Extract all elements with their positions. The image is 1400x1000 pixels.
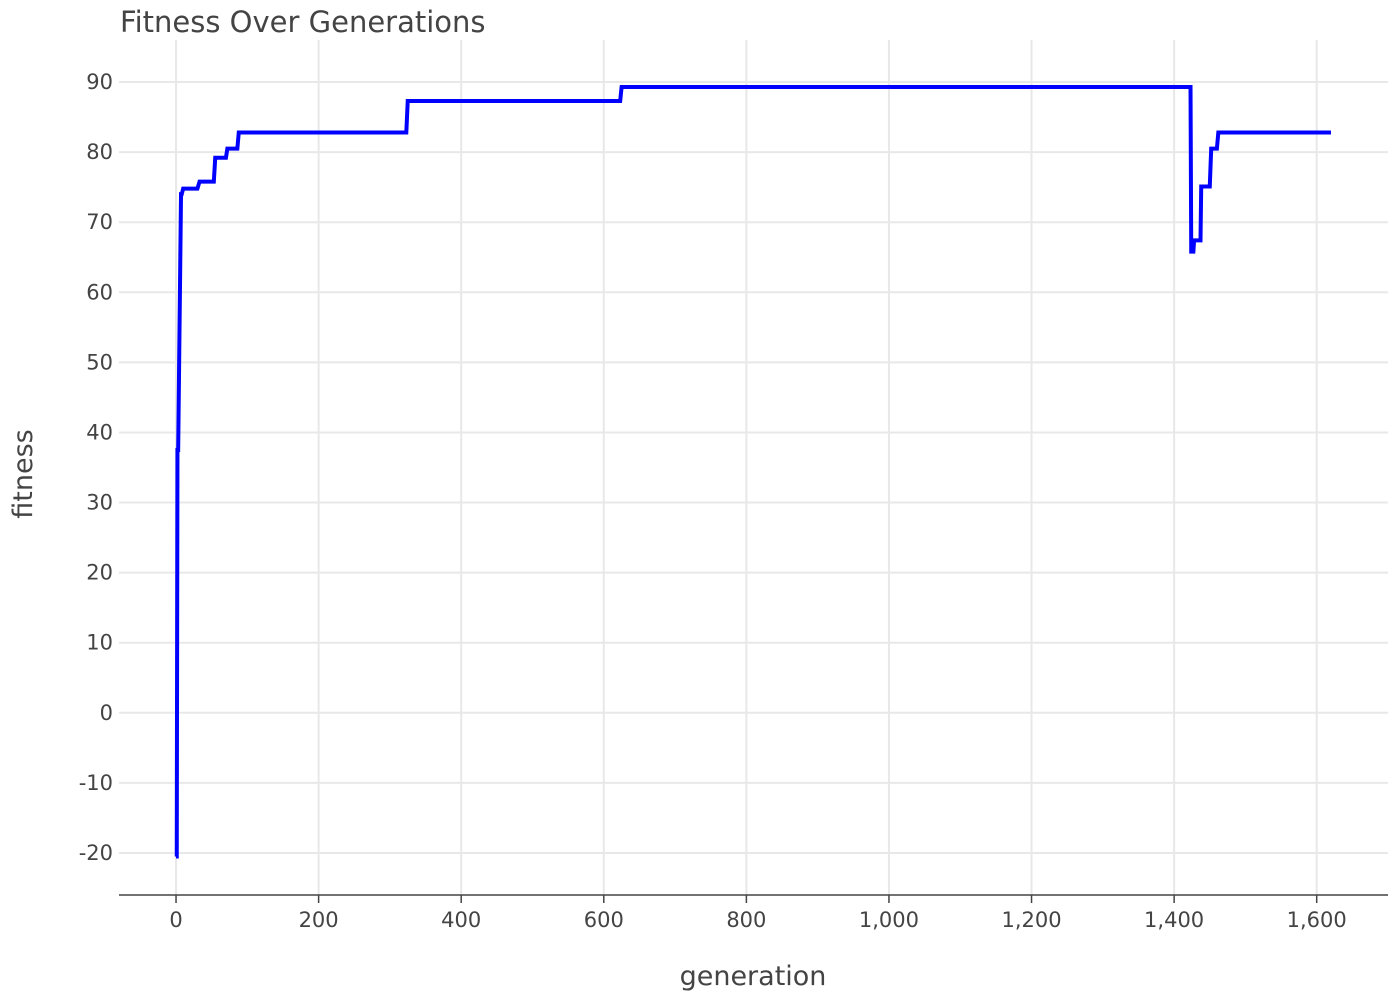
chart-title: Fitness Over Generations [120,5,486,39]
x-axis-title: generation [680,961,827,992]
y-axis-ticks: -20 -10 0 10 20 30 40 50 60 70 80 90 [79,70,113,865]
y-tick-label: -20 [79,841,113,865]
series-layer [174,84,1331,859]
x-tick-label: 1,600 [1287,908,1347,932]
y-tick-label: 80 [86,140,113,164]
x-tick-label: 1,400 [1144,908,1204,932]
x-axis-ticks: 0 200 400 600 800 1,000 1,200 1,400 1,600 [169,895,1347,932]
y-tick-label: 20 [86,561,113,585]
x-tick-label: 1,200 [1001,908,1061,932]
y-tick-label: 50 [86,350,113,374]
y-gridlines [119,81,1388,854]
y-tick-label: 30 [86,491,113,515]
x-tick-label: 200 [299,908,339,932]
x-tick-label: 1,000 [859,908,919,932]
series-line-0 [174,84,1331,859]
y-tick-label: 60 [86,280,113,304]
y-tick-label: -10 [79,771,113,795]
y-axis-title: fitness [8,429,39,518]
y-tick-label: 0 [100,701,113,725]
x-tick-label: 800 [726,908,766,932]
x-tick-label: 600 [584,908,624,932]
x-tick-label: 0 [169,908,182,932]
y-tick-label: 70 [86,210,113,234]
x-tick-label: 400 [441,908,481,932]
y-tick-label: 90 [86,70,113,94]
y-tick-label: 40 [86,420,113,444]
y-tick-label: 10 [86,631,113,655]
x-gridlines [175,40,1318,895]
